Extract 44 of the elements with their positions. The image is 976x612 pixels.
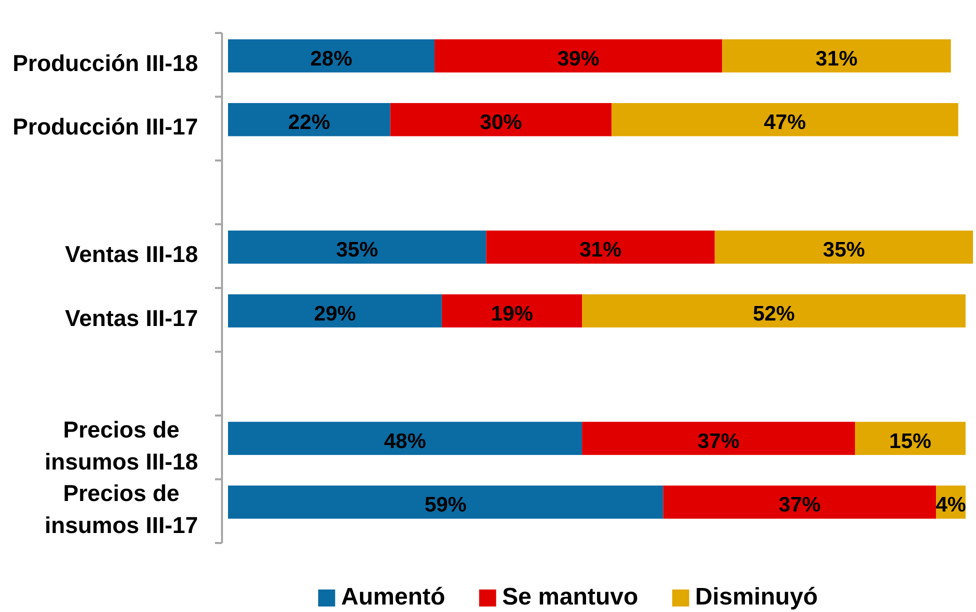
- data-label: 22%: [288, 111, 330, 134]
- data-label: 35%: [822, 238, 866, 262]
- bar: [442, 294, 582, 328]
- data-label: 31%: [816, 47, 858, 70]
- bar: [228, 422, 582, 455]
- data-label: 59%: [424, 494, 467, 517]
- bar: [228, 103, 390, 136]
- legend-label: Disminuyó: [695, 583, 818, 610]
- bar: [582, 294, 966, 328]
- data-label: 37%: [778, 494, 821, 517]
- legend-label: Se mantuvo: [502, 583, 638, 610]
- bar: [663, 486, 936, 519]
- data-label: 4%: [936, 494, 966, 517]
- data-label: 19%: [490, 302, 534, 326]
- bar: [486, 230, 715, 264]
- data-label: 39%: [557, 47, 600, 70]
- data-label: 47%: [764, 111, 806, 134]
- y-tick-label: Ventas III-17: [65, 304, 198, 331]
- data-label: 52%: [752, 302, 796, 326]
- bar: [228, 230, 486, 264]
- bar: [434, 39, 722, 72]
- bar: [854, 422, 966, 455]
- bar: [228, 39, 435, 72]
- bar: [714, 230, 973, 264]
- bar: [582, 422, 855, 455]
- bar: [722, 39, 951, 72]
- data-label: 37%: [698, 430, 740, 453]
- y-tick-label: Ventas III-18: [65, 241, 198, 268]
- y-tick-label: Producción III-17: [12, 114, 198, 140]
- y-tick-label: Producción III-18: [12, 50, 198, 76]
- y-tick-label: Precios de insumos III-17: [44, 480, 198, 538]
- data-label: 35%: [336, 238, 378, 262]
- data-label: 29%: [314, 302, 356, 326]
- y-tick-label: Precios de insumos III-18: [44, 416, 198, 474]
- bar: [612, 103, 958, 136]
- data-label: 15%: [889, 430, 932, 453]
- bar: [390, 103, 612, 136]
- legend-label: Aumentó: [341, 583, 446, 610]
- bar: [228, 486, 664, 519]
- data-label: 28%: [310, 47, 353, 70]
- data-label: 48%: [384, 430, 426, 453]
- data-label: 31%: [579, 238, 622, 262]
- data-label: 30%: [480, 111, 522, 134]
- bar: [228, 294, 442, 328]
